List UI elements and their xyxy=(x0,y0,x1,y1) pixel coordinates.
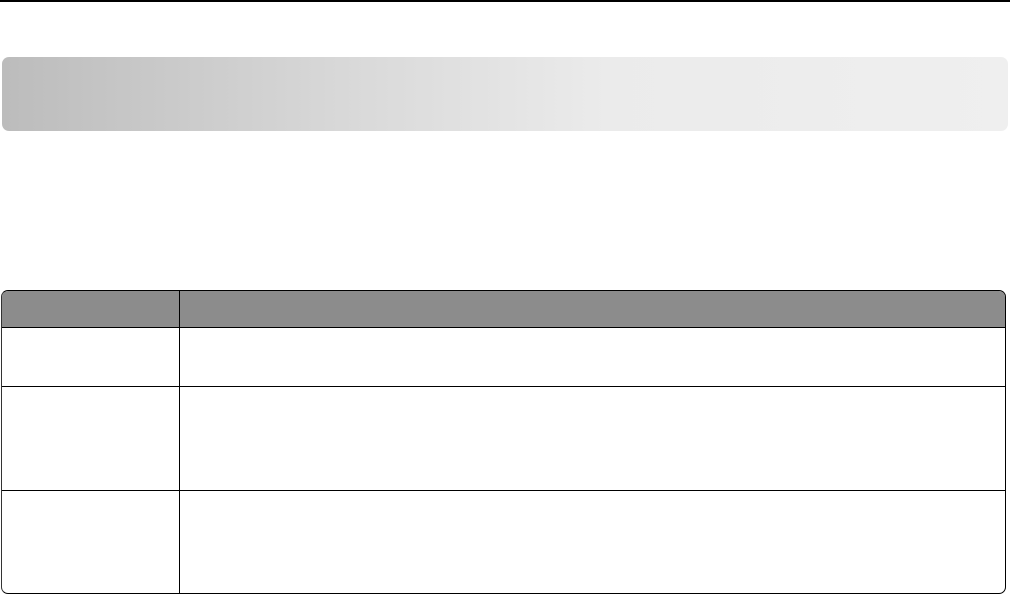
table-cell xyxy=(180,387,1005,490)
table-row xyxy=(2,387,1005,491)
table-cell xyxy=(2,491,180,593)
table-header-row xyxy=(2,291,1005,328)
content-table xyxy=(1,290,1006,594)
table-row xyxy=(2,491,1005,593)
header-cell xyxy=(2,291,180,327)
table-cell xyxy=(180,491,1005,593)
header-rule xyxy=(0,0,1010,2)
header-cell xyxy=(180,291,1005,327)
table-cell xyxy=(2,387,180,490)
table-row xyxy=(2,328,1005,387)
section-banner xyxy=(2,57,1008,131)
table-cell xyxy=(2,328,180,386)
table-cell xyxy=(180,328,1005,386)
